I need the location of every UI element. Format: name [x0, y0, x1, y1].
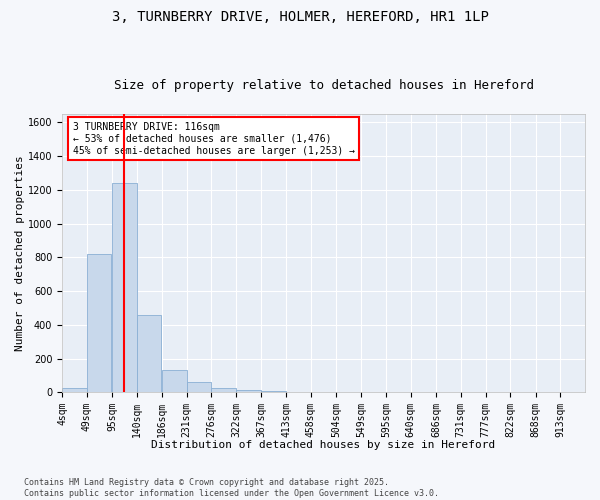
Text: Contains HM Land Registry data © Crown copyright and database right 2025.
Contai: Contains HM Land Registry data © Crown c…: [24, 478, 439, 498]
Y-axis label: Number of detached properties: Number of detached properties: [15, 155, 25, 351]
Bar: [162, 370, 187, 392]
Text: 3 TURNBERRY DRIVE: 116sqm
← 53% of detached houses are smaller (1,476)
45% of se: 3 TURNBERRY DRIVE: 116sqm ← 53% of detac…: [73, 122, 355, 156]
Bar: [87, 254, 112, 392]
Bar: [112, 183, 137, 392]
Bar: [211, 388, 236, 392]
Bar: [62, 388, 87, 392]
Bar: [236, 390, 261, 392]
Bar: [137, 314, 161, 392]
Bar: [187, 382, 211, 392]
Bar: [261, 390, 286, 392]
Title: Size of property relative to detached houses in Hereford: Size of property relative to detached ho…: [113, 79, 533, 92]
X-axis label: Distribution of detached houses by size in Hereford: Distribution of detached houses by size …: [151, 440, 496, 450]
Text: 3, TURNBERRY DRIVE, HOLMER, HEREFORD, HR1 1LP: 3, TURNBERRY DRIVE, HOLMER, HEREFORD, HR…: [112, 10, 488, 24]
